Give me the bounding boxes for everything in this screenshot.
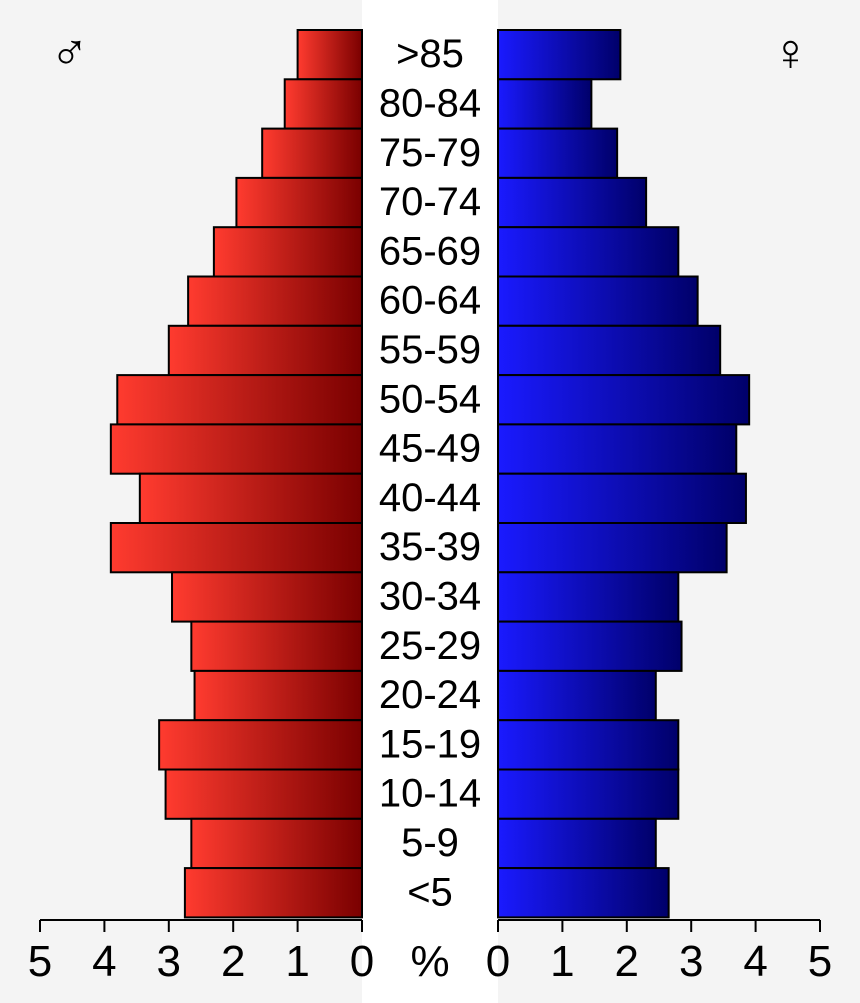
female-bar xyxy=(498,819,656,868)
age-label: 10-14 xyxy=(379,772,481,816)
x-tick-label: 3 xyxy=(157,937,181,986)
age-label: 80-84 xyxy=(379,82,481,126)
age-label: 15-19 xyxy=(379,722,481,766)
x-tick-label: 2 xyxy=(615,937,639,986)
x-tick-label: 1 xyxy=(550,937,574,986)
male-bar xyxy=(111,523,362,572)
female-bar xyxy=(498,277,698,326)
male-bar xyxy=(285,79,362,128)
population-pyramid: >8580-8475-7970-7465-6960-6455-5950-5445… xyxy=(0,0,860,1003)
female-bar xyxy=(498,622,682,671)
male-icon: ♂ xyxy=(50,24,89,82)
male-bar xyxy=(188,277,362,326)
x-tick-label: 5 xyxy=(808,937,832,986)
female-bar xyxy=(498,424,736,473)
x-tick-label: 4 xyxy=(92,937,116,986)
female-bar xyxy=(498,30,620,79)
male-bar xyxy=(140,474,362,523)
female-bar xyxy=(498,79,591,128)
female-bar xyxy=(498,326,720,375)
age-label: 45-49 xyxy=(379,427,481,471)
male-bar xyxy=(172,572,362,621)
age-label: 5-9 xyxy=(401,821,459,865)
male-bar xyxy=(236,178,362,227)
age-label: 25-29 xyxy=(379,624,481,668)
female-bar xyxy=(498,227,678,276)
male-bar xyxy=(117,375,362,424)
male-bar xyxy=(185,868,362,917)
female-bar xyxy=(498,129,617,178)
x-tick-label: 0 xyxy=(350,937,374,986)
age-label: 40-44 xyxy=(379,476,481,520)
female-icon: ♀ xyxy=(771,24,810,82)
x-tick-label: 5 xyxy=(28,937,52,986)
age-label: <5 xyxy=(407,870,453,914)
x-tick-label: 2 xyxy=(221,937,245,986)
age-label: 55-59 xyxy=(379,328,481,372)
age-label: 75-79 xyxy=(379,131,481,175)
x-tick-label: 0 xyxy=(486,937,510,986)
age-label: 20-24 xyxy=(379,673,481,717)
female-bar xyxy=(498,474,746,523)
age-label: 50-54 xyxy=(379,377,481,421)
age-label: 30-34 xyxy=(379,575,481,619)
male-bar xyxy=(169,326,362,375)
female-bar xyxy=(498,671,656,720)
male-bar xyxy=(195,671,362,720)
male-bar xyxy=(191,622,362,671)
male-bar xyxy=(191,819,362,868)
age-label: 70-74 xyxy=(379,180,481,224)
female-bar xyxy=(498,770,678,819)
x-tick-label: 4 xyxy=(743,937,767,986)
male-bar xyxy=(111,424,362,473)
male-bar xyxy=(159,720,362,769)
x-axis-unit-label: % xyxy=(410,937,449,986)
female-bar xyxy=(498,720,678,769)
male-bar xyxy=(262,129,362,178)
male-bar xyxy=(214,227,362,276)
x-tick-label: 3 xyxy=(679,937,703,986)
female-bar xyxy=(498,572,678,621)
female-bar xyxy=(498,523,727,572)
x-tick-label: 1 xyxy=(285,937,309,986)
male-bar xyxy=(166,770,362,819)
female-bar xyxy=(498,178,646,227)
age-label: 65-69 xyxy=(379,229,481,273)
age-label: 60-64 xyxy=(379,279,481,323)
female-bar xyxy=(498,868,669,917)
age-label: 35-39 xyxy=(379,525,481,569)
age-label: >85 xyxy=(396,32,464,76)
female-bar xyxy=(498,375,749,424)
male-bar xyxy=(298,30,362,79)
